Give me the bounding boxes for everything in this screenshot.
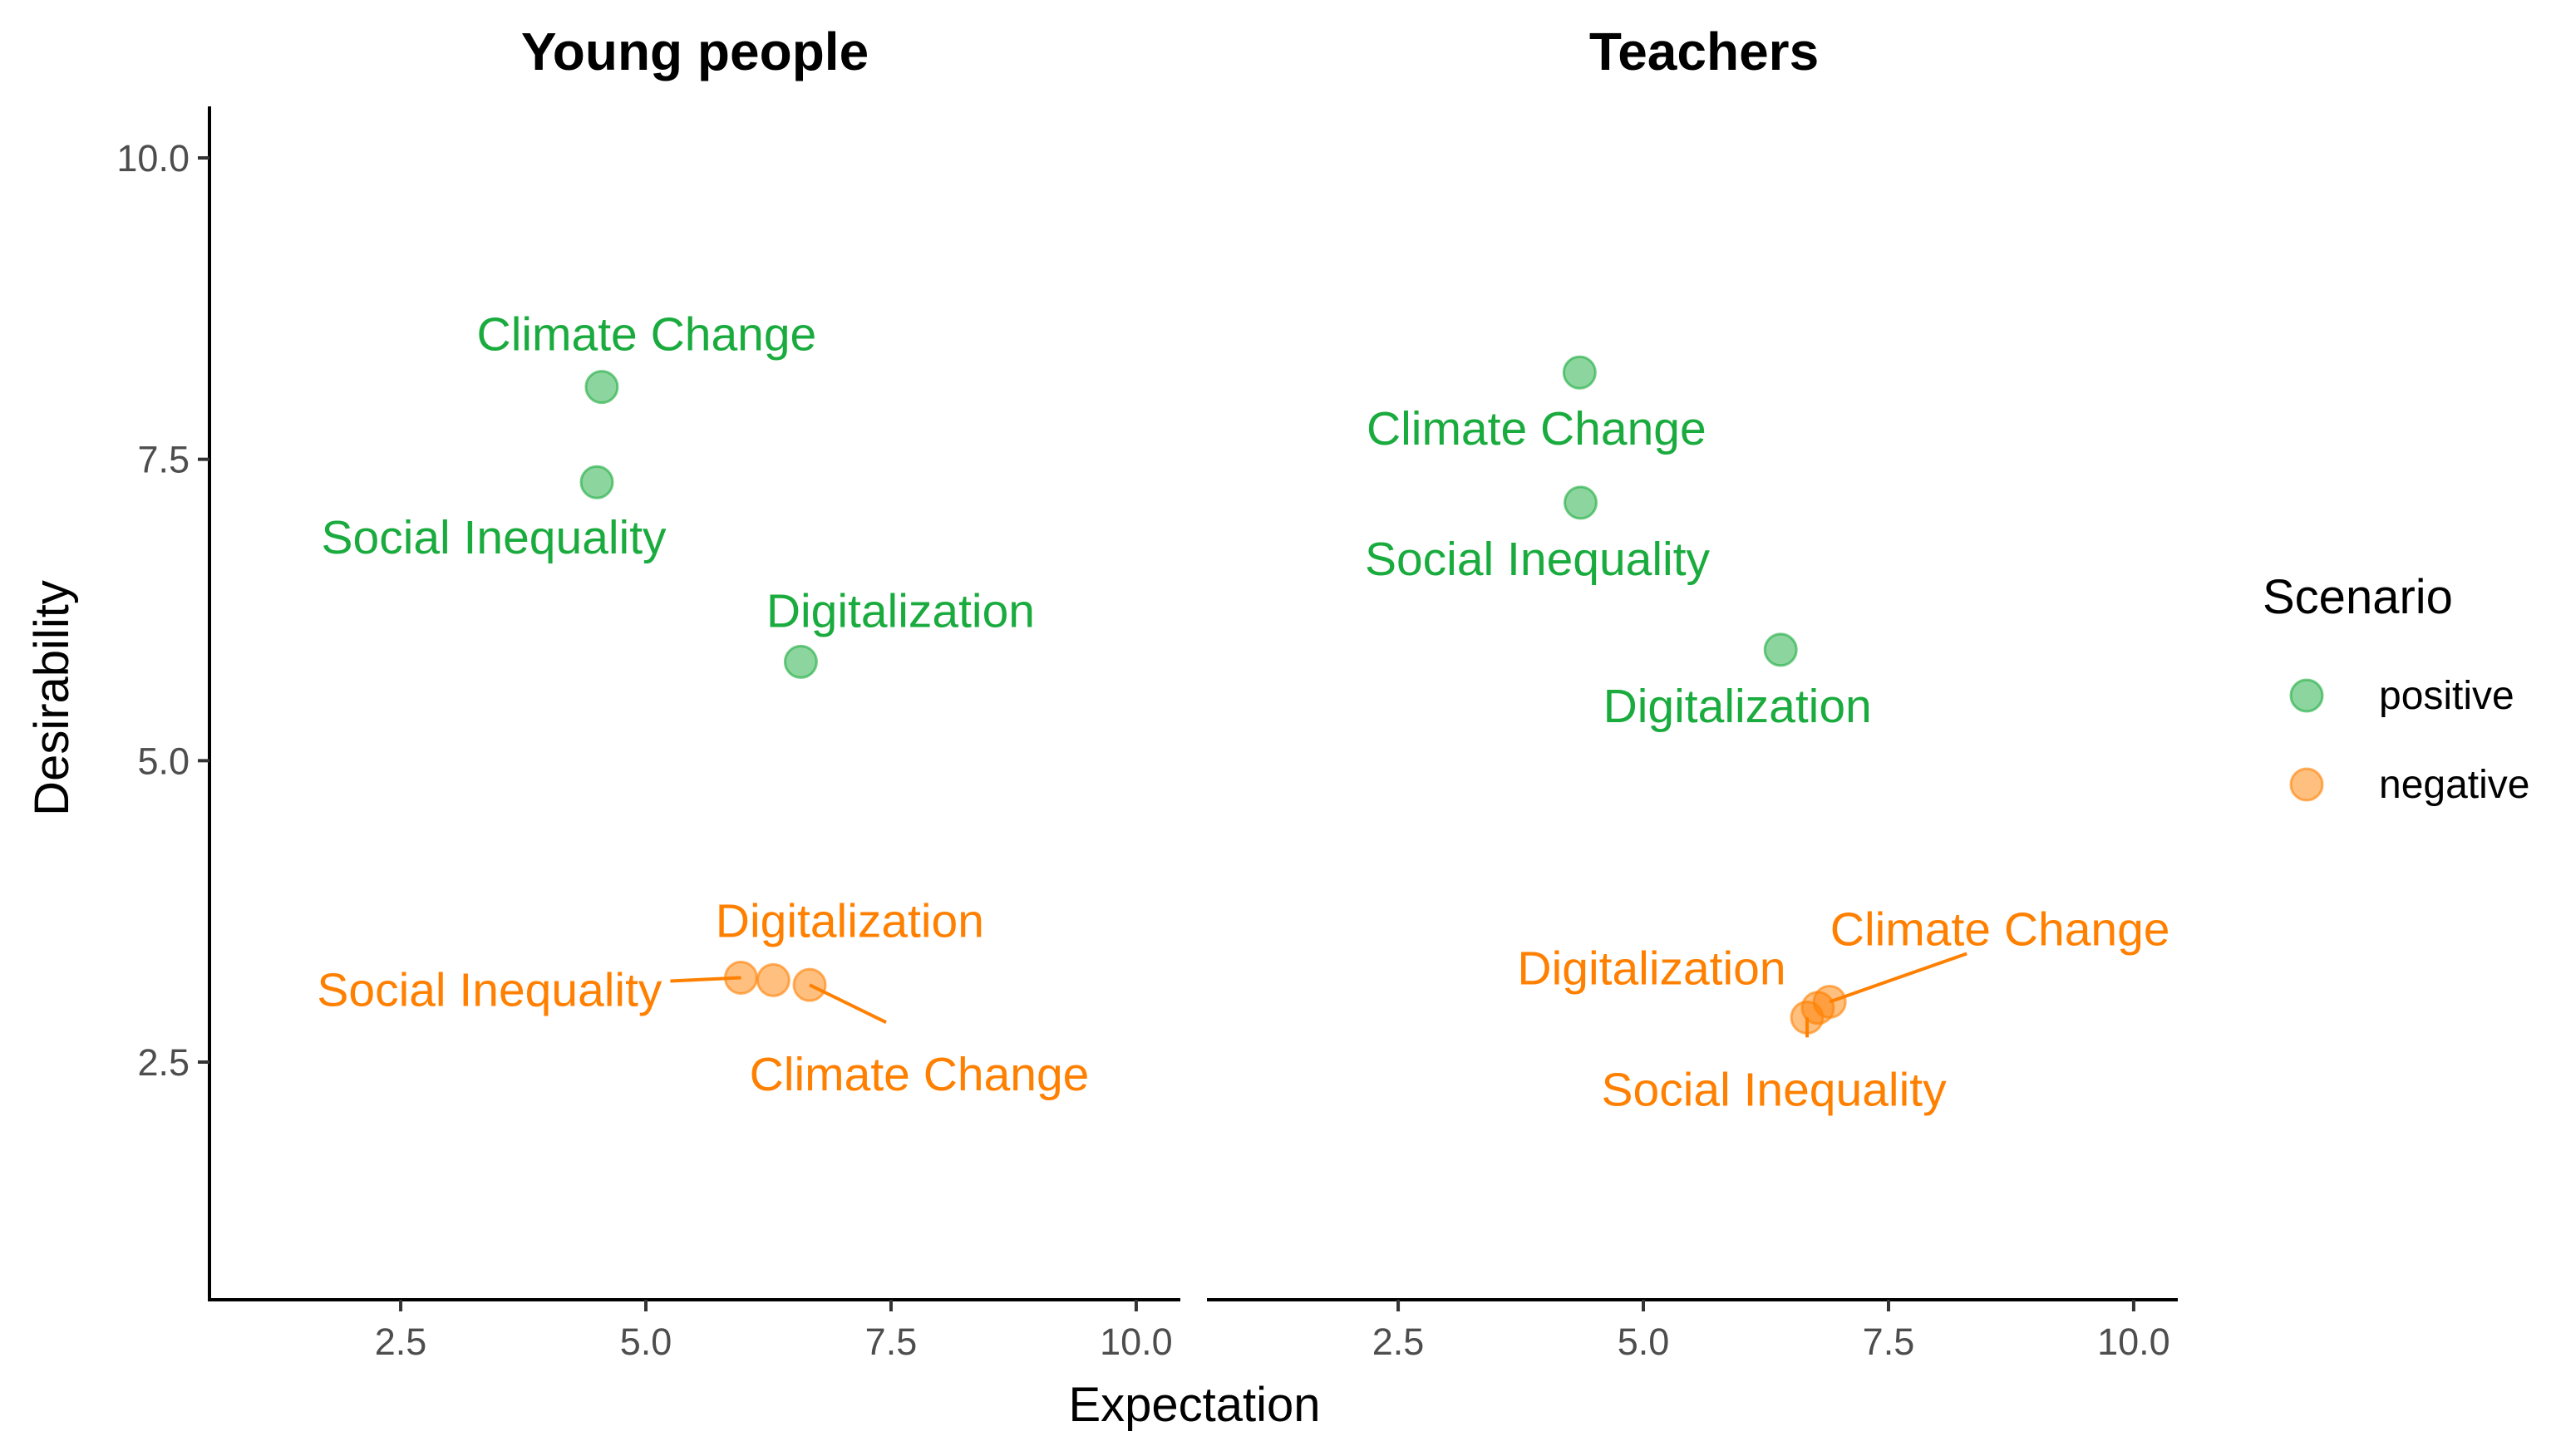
x-tick-label: 2.5	[1372, 1321, 1425, 1363]
point-label: Digitalization	[1517, 942, 1785, 996]
data-point-positive	[783, 644, 818, 679]
data-point-negative	[792, 967, 827, 1002]
panel-1: Young people 2.5 5.0 7.5 10.0 2.5 5.0 7.5 10.0 Cl…	[116, 22, 1180, 1363]
x-tick-label: 5.0	[1618, 1321, 1670, 1363]
legend-key-negative	[2289, 767, 2324, 802]
data-point-positive	[579, 465, 614, 499]
point-label: Digitalization	[1603, 680, 1872, 733]
x-tick-label: 5.0	[620, 1321, 672, 1363]
data-point-negative	[756, 962, 790, 997]
legend-label-negative: negative	[2379, 763, 2529, 807]
point-label: Digitalization	[716, 894, 984, 947]
point-label: Social Inequality	[1601, 1063, 1947, 1116]
point-label: Social Inequality	[317, 963, 662, 1016]
panel-title: Teachers	[1589, 22, 1819, 81]
point-label: Climate Change	[750, 1048, 1090, 1101]
data-point-negative	[723, 960, 758, 995]
point-label: Digitalization	[766, 584, 1035, 637]
legend-key-positive	[2289, 678, 2324, 713]
y-axis-title: Desirability	[25, 580, 79, 816]
label-leader-line	[1829, 952, 1968, 1004]
y-tick-label: 2.5	[137, 1041, 190, 1084]
data-point-positive	[584, 370, 619, 405]
data-point-positive	[1562, 355, 1597, 390]
panel-2: Teachers 2.5 5.0 7.5 10.0 Climate Change Socia…	[1207, 22, 2178, 1363]
x-tick-label: 7.5	[1863, 1321, 1915, 1363]
point-label: Social Inequality	[1365, 533, 1711, 586]
data-point-negative	[1812, 984, 1847, 1019]
x-tick-label: 2.5	[375, 1321, 427, 1363]
legend-label-positive: positive	[2379, 674, 2514, 718]
point-label: Climate Change	[1830, 903, 2170, 956]
data-point-positive	[1564, 485, 1598, 520]
point-label: Climate Change	[1367, 402, 1707, 455]
panels-layer: Young people 2.5 5.0 7.5 10.0 2.5 5.0 7.5 10.0 Cl…	[116, 22, 2178, 1363]
point-label: Social Inequality	[321, 511, 667, 564]
point-label: Climate Change	[477, 308, 817, 362]
y-tick-label: 5.0	[137, 740, 190, 782]
legend: Scenario positive negative	[2263, 570, 2529, 807]
panel-title: Young people	[521, 22, 869, 81]
x-tick-label: 7.5	[865, 1321, 918, 1363]
legend-title: Scenario	[2263, 570, 2453, 624]
x-axis-title: Expectation	[1068, 1378, 1320, 1432]
y-tick-label: 10.0	[116, 137, 190, 180]
y-tick-label: 7.5	[137, 439, 190, 481]
x-tick-label: 10.0	[1100, 1321, 1173, 1363]
x-tick-label: 10.0	[2097, 1321, 2170, 1363]
data-point-positive	[1763, 632, 1798, 667]
